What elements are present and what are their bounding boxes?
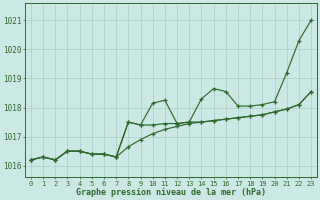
X-axis label: Graphe pression niveau de la mer (hPa): Graphe pression niveau de la mer (hPa)	[76, 188, 266, 197]
